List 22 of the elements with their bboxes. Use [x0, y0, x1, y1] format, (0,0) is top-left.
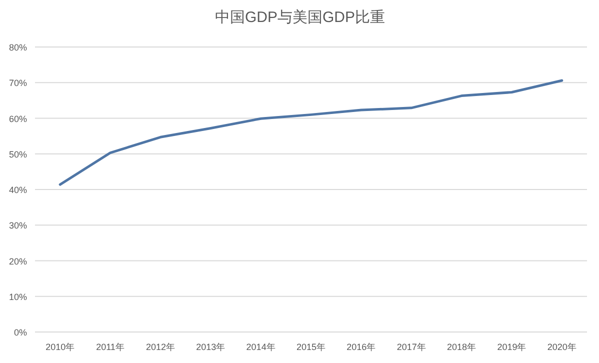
x-tick-label: 2012年 — [146, 342, 175, 352]
y-tick-label: 40% — [8, 185, 27, 195]
y-tick-label: 60% — [8, 114, 27, 124]
y-tick-label: 70% — [8, 78, 27, 88]
line-series — [58, 79, 564, 186]
y-tick-label: 20% — [8, 256, 27, 266]
y-tick-label: 30% — [8, 220, 27, 231]
x-tick-label: 2015年 — [296, 342, 326, 352]
x-tick-label: 2010年 — [46, 342, 75, 352]
y-tick-label: 10% — [8, 292, 27, 302]
x-tick-label: 2017年 — [396, 342, 426, 352]
x-tick-label: 2019年 — [497, 342, 526, 352]
chart-title: 中国GDP与美国GDP比重 — [214, 9, 386, 26]
x-tick-label: 2011年 — [96, 342, 124, 352]
y-tick-label: 0% — [14, 328, 27, 338]
x-tick-label: 2016年 — [346, 342, 376, 352]
y-tick-label: 50% — [8, 149, 27, 160]
x-tick-label: 2013年 — [196, 342, 226, 352]
x-tick-label: 2020年 — [547, 342, 576, 352]
y-tick-label: 80% — [8, 42, 27, 52]
x-tick-label: 2018年 — [447, 342, 476, 352]
x-tick-label: 2014年 — [246, 342, 276, 352]
